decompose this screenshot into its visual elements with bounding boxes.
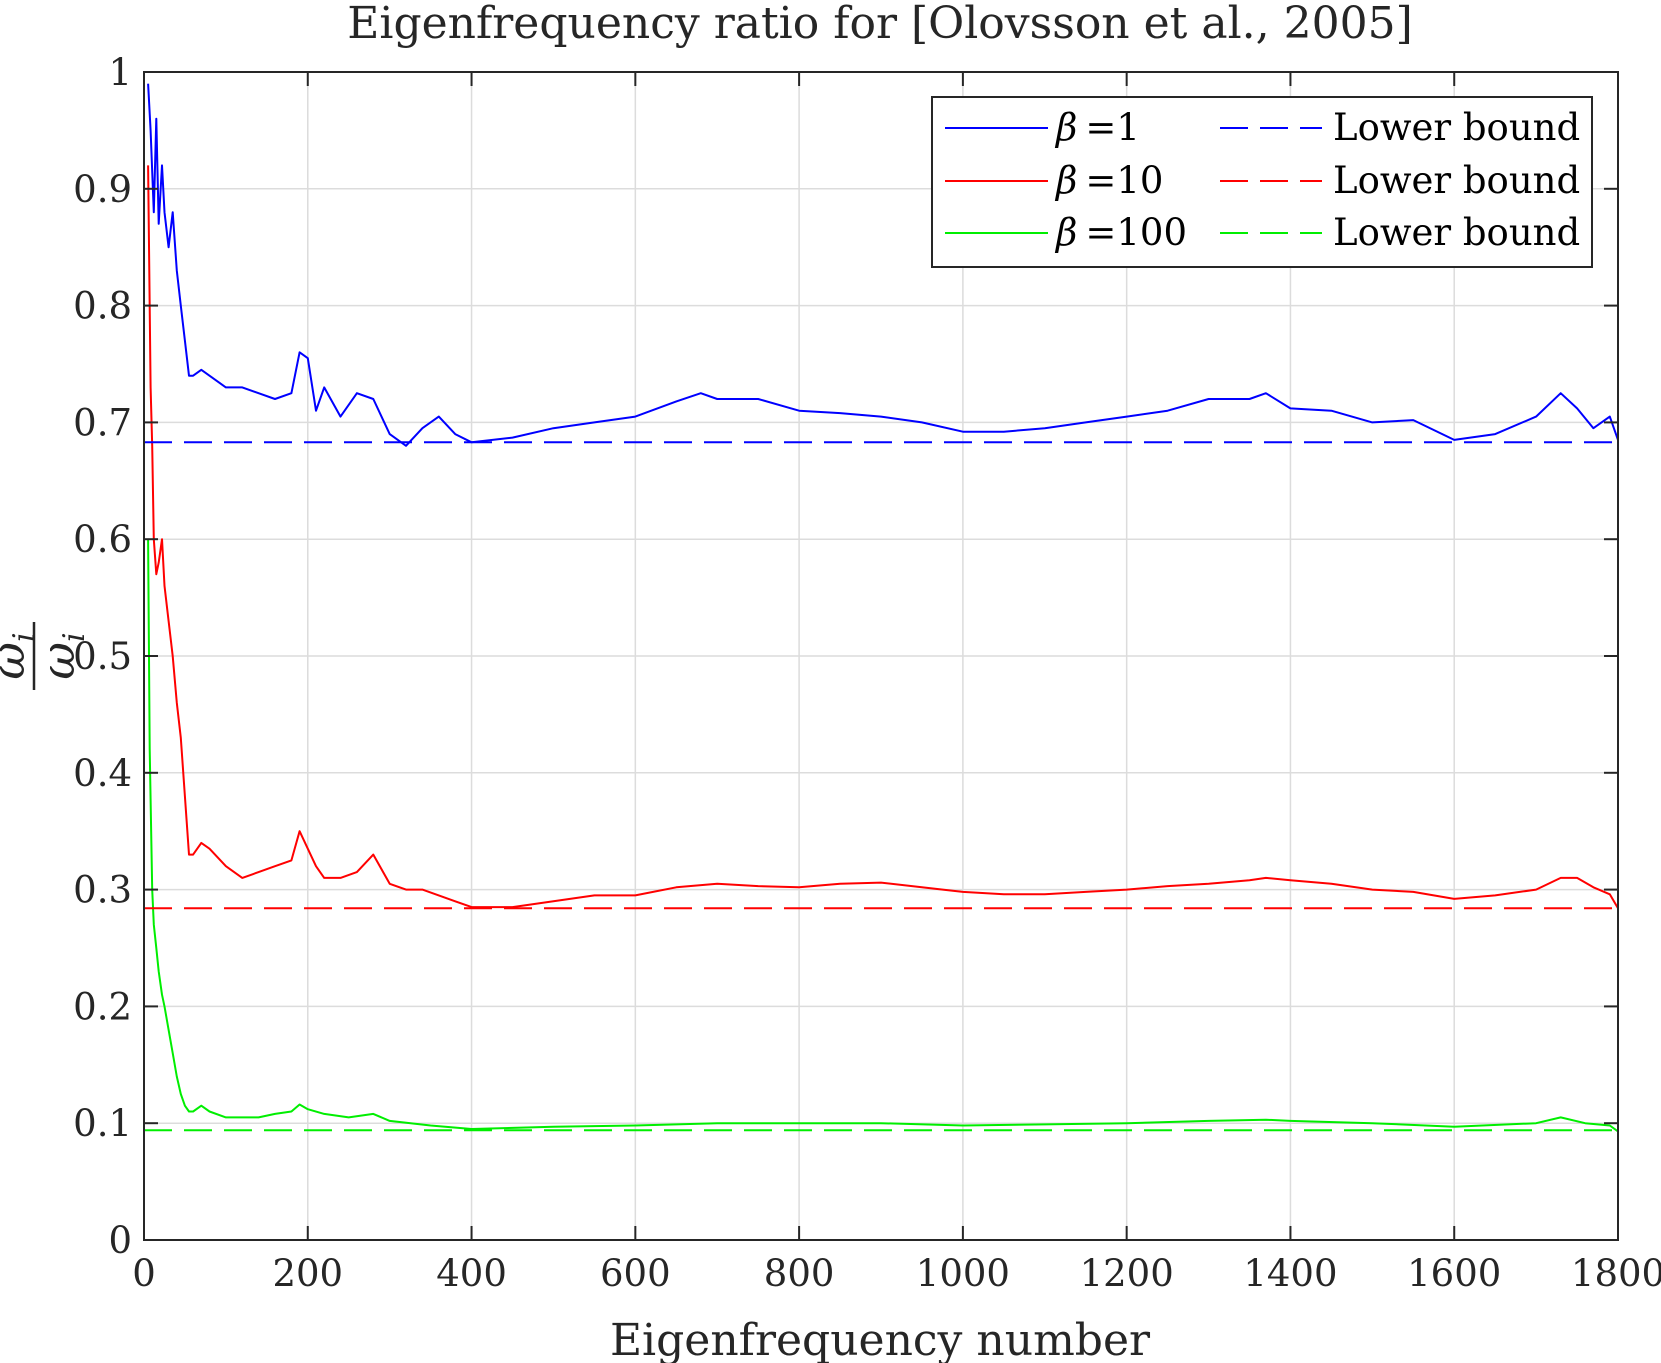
y-tick-label: 0.3: [73, 869, 132, 912]
y-tick-label: 0.5: [73, 635, 132, 678]
x-tick-label: 1600: [1407, 1252, 1501, 1295]
y-tick-label: 0.9: [73, 168, 132, 211]
legend-beta1-value: =1: [1085, 106, 1140, 149]
legend-label-beta10: β =10: [1054, 159, 1163, 202]
x-tick-label: 1000: [916, 1252, 1010, 1295]
y-tick-label: 0.2: [73, 985, 132, 1028]
y-tick-label: 0: [108, 1219, 132, 1262]
legend-label-beta100: β =100: [1054, 211, 1187, 254]
legend-beta10-value: =10: [1085, 159, 1163, 202]
y-tick-label: 0.6: [73, 518, 132, 561]
legend-beta100-value: =100: [1085, 211, 1187, 254]
y-tick-label: 0.7: [73, 401, 132, 444]
series-line-2: [147, 539, 1619, 1133]
legend-lower-bound-green: Lower bound: [1333, 211, 1580, 254]
x-tick-label: 800: [764, 1252, 835, 1295]
y-tick-label: 0.8: [73, 285, 132, 328]
y-tick-label: 0.4: [73, 752, 132, 795]
legend-beta1-symbol: β: [1054, 106, 1077, 149]
legend-beta10-symbol: β: [1054, 159, 1077, 202]
y-label-den-sub: i: [57, 632, 92, 642]
x-tick-label: 0: [132, 1252, 156, 1295]
x-tick-label: 600: [600, 1252, 671, 1295]
legend: β =1 Lower bound β =10 Lower bound β =100 L…: [931, 96, 1593, 268]
y-label-num-sub: i: [7, 632, 42, 642]
x-tick-label: 1400: [1243, 1252, 1337, 1295]
y-label-denominator: ωi: [31, 632, 92, 679]
series-layer: [144, 83, 1619, 1133]
tick-labels: 0 200 400 600 800 1000 1200 1400 1600 1800 0 0.1 0.2…: [73, 51, 1661, 1295]
x-tick-label: 1200: [1080, 1252, 1174, 1295]
legend-lower-bound-red: Lower bound: [1333, 159, 1580, 202]
y-label-numerator: ω̄i: [0, 632, 42, 679]
chart-title: Eigenfrequency ratio for [Olovsson et al…: [347, 0, 1413, 49]
legend-beta100-symbol: β: [1054, 211, 1077, 254]
x-tick-label: 400: [436, 1252, 507, 1295]
legend-lower-bound-blue: Lower bound: [1333, 106, 1580, 149]
y-tick-label: 0.1: [73, 1102, 132, 1145]
ticks: [143, 71, 1619, 1241]
x-tick-label: 200: [272, 1252, 343, 1295]
x-axis-label: Eigenfrequency number: [610, 1315, 1151, 1363]
legend-label-beta1: β =1: [1054, 106, 1140, 149]
y-axis-label: ω̄i ωi: [0, 622, 92, 690]
y-tick-label: 1: [108, 51, 132, 94]
y-label-num-symbol: ω̄: [0, 642, 35, 680]
x-tick-label: 1800: [1571, 1252, 1661, 1295]
y-label-den-symbol: ω: [31, 642, 85, 680]
series-line-1: [147, 165, 1619, 909]
